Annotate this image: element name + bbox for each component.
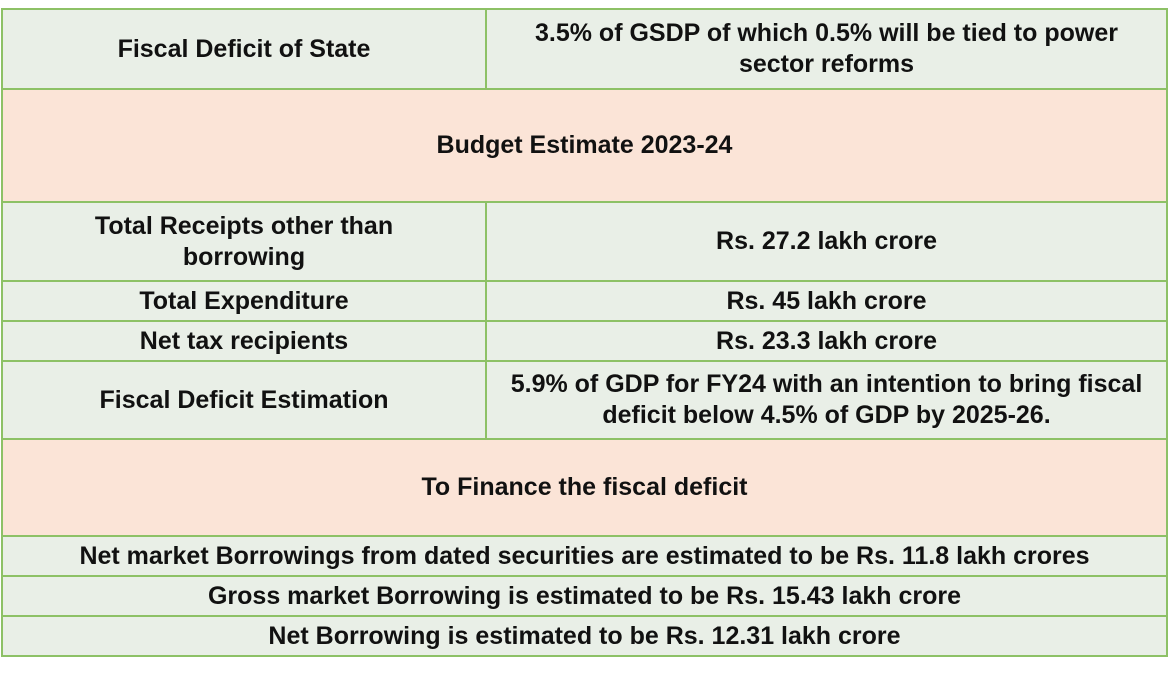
row-full: Net Borrowing is estimated to be Rs. 12.… [1, 615, 1168, 657]
row-label: Fiscal Deficit Estimation [1, 360, 487, 440]
row-label: Fiscal Deficit of State [1, 8, 487, 90]
section-header-row: Budget Estimate 2023-24 [1, 88, 1168, 203]
table-row: Fiscal Deficit Estimation 5.9% of GDP fo… [1, 360, 1168, 440]
section-header-finance-deficit: To Finance the fiscal deficit [1, 438, 1168, 537]
table-row: Total Receipts other than borrowing Rs. … [1, 201, 1168, 282]
table-row: Gross market Borrowing is estimated to b… [1, 575, 1168, 617]
table-row: Net tax recipients Rs. 23.3 lakh crore [1, 320, 1168, 362]
row-value: Rs. 23.3 lakh crore [485, 320, 1168, 362]
section-header-row: To Finance the fiscal deficit [1, 438, 1168, 537]
row-value: 3.5% of GSDP of which 0.5% will be tied … [485, 8, 1168, 90]
fiscal-summary-table: Fiscal Deficit of State 3.5% of GSDP of … [1, 8, 1168, 657]
row-label: Total Expenditure [1, 280, 487, 322]
row-value: 5.9% of GDP for FY24 with an intention t… [485, 360, 1168, 440]
row-value: Rs. 45 lakh crore [485, 280, 1168, 322]
table-row: Total Expenditure Rs. 45 lakh crore [1, 280, 1168, 322]
row-full: Gross market Borrowing is estimated to b… [1, 575, 1168, 617]
table-row: Fiscal Deficit of State 3.5% of GSDP of … [1, 8, 1168, 90]
row-label: Total Receipts other than borrowing [1, 201, 487, 282]
table-row: Net market Borrowings from dated securit… [1, 535, 1168, 577]
section-header-budget-estimate: Budget Estimate 2023-24 [1, 88, 1168, 203]
table-row: Net Borrowing is estimated to be Rs. 12.… [1, 615, 1168, 657]
row-label: Net tax recipients [1, 320, 487, 362]
row-full: Net market Borrowings from dated securit… [1, 535, 1168, 577]
row-value: Rs. 27.2 lakh crore [485, 201, 1168, 282]
